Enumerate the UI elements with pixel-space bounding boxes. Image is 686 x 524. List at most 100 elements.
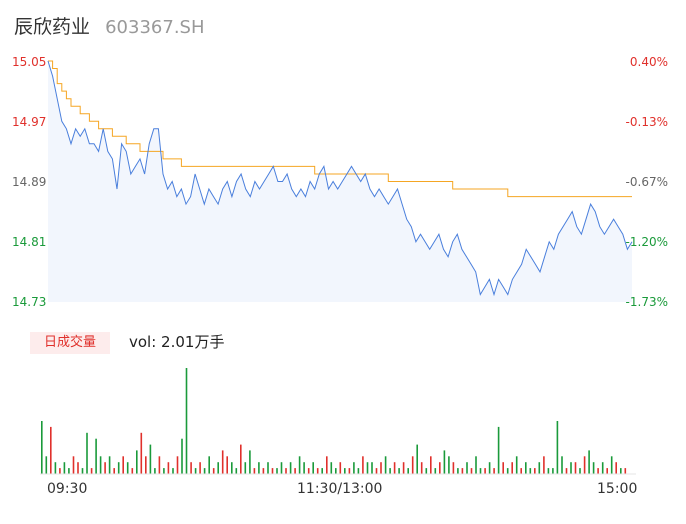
volume-bar [488, 462, 491, 474]
volume-bar [226, 456, 228, 474]
volume-bar [362, 456, 364, 474]
volume-bar [348, 468, 351, 474]
volume-bar [63, 462, 66, 474]
volume-bar [271, 468, 274, 474]
volume-bar [407, 468, 409, 474]
stock-code: 603367.SH [105, 17, 205, 38]
volume-bar [240, 444, 242, 474]
volume-bar [59, 468, 61, 474]
volume-bar [136, 450, 138, 474]
volume-bar [280, 462, 283, 474]
volume-bar [420, 462, 423, 474]
volume-bar [276, 468, 278, 474]
volume-bar [185, 368, 188, 474]
volume-bar [253, 468, 256, 474]
volume-bar [398, 468, 400, 474]
volume-bar [583, 456, 586, 474]
volume-bar [131, 468, 134, 474]
price-tick-label: 15.05 [12, 55, 47, 69]
volume-bar [335, 468, 337, 474]
volume-bar [380, 462, 382, 474]
volume-bar [68, 468, 70, 474]
volume-bar [99, 456, 102, 474]
volume-bar [393, 462, 396, 474]
volume-bar [457, 468, 459, 474]
volume-bar [249, 450, 251, 474]
volume-bar [285, 468, 287, 474]
volume-bar [606, 468, 608, 474]
volume-bar [538, 462, 541, 474]
volume-bar [212, 468, 215, 474]
volume-bar [579, 468, 581, 474]
price-line [47, 60, 633, 297]
volume-bar [624, 468, 627, 474]
volume-bar [502, 462, 504, 474]
volume-bar [597, 468, 599, 474]
volume-bar [384, 456, 387, 474]
volume-bar [610, 456, 613, 474]
volume-bar [448, 456, 450, 474]
volume-bar [258, 462, 260, 474]
volume-bar [217, 462, 219, 474]
volume-bar [203, 468, 206, 474]
volume-bar [149, 444, 152, 474]
volume-bar [592, 462, 595, 474]
volume-bar [231, 462, 233, 474]
volume-bar [81, 468, 84, 474]
volume-bar [140, 432, 143, 474]
volume-bar [389, 468, 391, 474]
volume-bar [294, 468, 296, 474]
average-price-line [48, 60, 632, 198]
time-label-close: 15:00 [597, 481, 638, 497]
percent-tick-label: -1.73% [625, 295, 668, 309]
percent-tick-label: -1.20% [625, 235, 668, 249]
volume-bar [163, 468, 165, 474]
volume-bar [529, 468, 532, 474]
volume-bar [154, 468, 156, 474]
volume-bar [298, 456, 301, 474]
volume-bar [194, 468, 197, 474]
volume-bar [461, 468, 464, 474]
volume-bar [267, 462, 269, 474]
time-label-midday: 11:30/13:00 [297, 481, 383, 497]
volume-bar [126, 462, 129, 474]
time-label-open: 09:30 [47, 481, 88, 497]
volume-bar [353, 462, 355, 474]
price-tick-label: 14.73 [12, 295, 47, 309]
volume-bar [77, 462, 79, 474]
volume-bar [113, 468, 115, 474]
volume-bar [497, 426, 500, 474]
volume-bar [176, 456, 179, 474]
volume-bar [221, 450, 224, 474]
volume-bar [181, 438, 183, 474]
volume-bar [439, 462, 441, 474]
volume-bar [50, 426, 52, 474]
volume-bar [172, 468, 174, 474]
volume-bar [289, 462, 292, 474]
volume-bar [339, 462, 342, 474]
volume-bar [411, 456, 414, 474]
volume-bar [402, 462, 405, 474]
volume-bar [565, 468, 568, 474]
volume-bar [615, 462, 617, 474]
volume-bar [479, 468, 482, 474]
volume-bar [190, 462, 192, 474]
volume-bar [588, 450, 590, 474]
volume-bar [72, 456, 75, 474]
stock-name: 辰欣药业 [14, 16, 91, 38]
volume-bar [235, 468, 238, 474]
price-tick-label: 14.97 [12, 115, 47, 129]
volume-bar [167, 462, 170, 474]
volume-bar [199, 462, 201, 474]
volume-bar [330, 462, 333, 474]
percent-tick-label: 0.40% [629, 55, 668, 69]
volume-bar [552, 468, 554, 474]
volume-bar [326, 456, 328, 474]
volume-bar [117, 462, 120, 474]
volume-bar [104, 462, 106, 474]
volume-bar [262, 468, 265, 474]
volume-bar [561, 456, 563, 474]
volume-bar [416, 444, 418, 474]
price-area-fill [48, 61, 632, 302]
